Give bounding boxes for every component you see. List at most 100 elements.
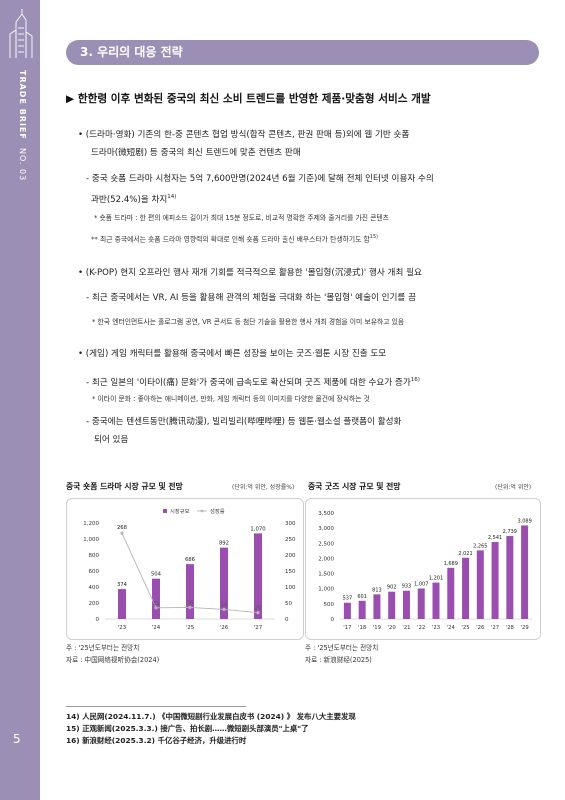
bar-value-label: 933 xyxy=(402,584,412,590)
page-number: 5 xyxy=(13,732,21,746)
x-tick-label: '24 xyxy=(447,625,456,631)
bar-value-label: 3,089 xyxy=(517,518,531,524)
bar-value-label: 686 xyxy=(185,557,196,563)
y-tick-label: 2,500 xyxy=(318,541,334,547)
y-left-tick-label: 1,200 xyxy=(83,521,99,527)
x-tick-label: '17 xyxy=(343,625,351,631)
p1-note2-wrap: ** 최근 중국에서는 숏폼 드라마 영향력의 확대로 인해 숏폼 드라마 출신… xyxy=(91,232,378,244)
y-tick-label: 0 xyxy=(331,617,335,623)
right-chart-source: 자료 : 新浪财经(2025) xyxy=(305,656,372,664)
x-tick-label: '26 xyxy=(476,625,485,631)
bar xyxy=(388,591,396,619)
bar xyxy=(462,557,470,619)
y-tick-label: 1,000 xyxy=(318,587,334,593)
x-tick-label: '19 xyxy=(373,625,381,631)
growth-point xyxy=(154,606,158,610)
left-chart-title: 중국 숏폼 드라마 시장 규모 및 전망 xyxy=(66,482,183,491)
p2-note1: * 한국 엔터인먼트사는 홀로그램 공연, VR 콘서트 등 첨단 기술을 활용… xyxy=(92,318,405,326)
p1-sub2: 과반(52.4%)을 차지 xyxy=(91,194,168,205)
bar xyxy=(447,567,455,619)
bar-value-label: 902 xyxy=(387,585,397,591)
bar xyxy=(476,550,484,619)
bar xyxy=(152,578,160,619)
bar-value-label: 1,007 xyxy=(414,582,428,588)
x-tick-label: '23 xyxy=(118,625,127,631)
sidebar: TRADE BRIEF NO. 03 5 xyxy=(0,0,40,800)
x-tick-label: '18 xyxy=(358,625,367,631)
bar-value-label: 1,689 xyxy=(444,561,458,567)
bar-value-label: 2,739 xyxy=(503,529,517,535)
growth-point xyxy=(222,607,226,611)
x-tick-label: '28 xyxy=(506,625,515,631)
x-tick-label: '27 xyxy=(254,625,263,631)
bar-value-label: 892 xyxy=(219,541,229,547)
headline: ▶ 한한령 이후 변화된 중국의 최신 소비 트렌드를 반영한 제품·맞춤형 서… xyxy=(66,93,431,105)
p3-line1: • (게임) 게임 캐릭터를 활용해 중국에서 빠른 성장을 보이는 굿즈·웹툰… xyxy=(78,349,387,359)
y-tick-label: 3,500 xyxy=(318,511,334,517)
growth-value-label: 20 xyxy=(255,606,262,612)
y-tick-label: 3,000 xyxy=(318,526,334,532)
bar-value-label: 2,021 xyxy=(458,551,472,557)
footnote-ref: 15) xyxy=(369,234,379,240)
bar-value-label: 2,265 xyxy=(473,543,487,549)
p1-sub2-wrap: 과반(52.4%)을 차지14) xyxy=(91,190,176,207)
y-right-tick-label: 200 xyxy=(285,553,296,559)
bar-value-label: 2,541 xyxy=(488,535,502,541)
x-tick-label: '27 xyxy=(491,625,499,631)
footnote-ref: 16) xyxy=(410,377,420,383)
legend-line-marker xyxy=(200,509,204,513)
footnote-divider xyxy=(66,706,246,707)
x-tick-label: '22 xyxy=(417,625,425,631)
p1-sub1: - 중국 숏폼 드라마 시청자는 5억 7,600만명(2024년 6월 기준)… xyxy=(86,174,434,184)
y-left-tick-label: 800 xyxy=(89,553,100,559)
brand-vertical-text: TRADE BRIEF NO. 03 xyxy=(13,70,27,181)
bar-value-label: 813 xyxy=(372,587,382,593)
brand-name: TRADE BRIEF xyxy=(18,70,27,140)
x-tick-label: '25 xyxy=(461,625,469,631)
bar xyxy=(373,594,381,619)
p2-line1: • (K-POP) 현지 오프라인 행사 재개 기회를 적극적으로 활용한 '몰… xyxy=(78,268,422,278)
x-tick-label: '24 xyxy=(152,625,161,631)
right-chart-box: 0 500 1,000 1,500 2,000 2,500 3,000 3,500 537 '17… xyxy=(305,498,541,640)
growth-value-label: 35 xyxy=(153,601,160,607)
bar xyxy=(358,600,366,619)
y-right-tick-label: 50 xyxy=(285,601,292,607)
y-right-tick-label: 250 xyxy=(285,537,296,543)
growth-value-label: 268 xyxy=(117,525,128,531)
growth-value-label: 36 xyxy=(187,600,194,606)
bar-value-label: 1,070 xyxy=(250,526,266,532)
y-tick-label: 500 xyxy=(324,602,335,608)
legend-bar-swatch xyxy=(163,509,167,513)
y-left-tick-label: 400 xyxy=(89,585,100,591)
y-right-tick-label: 100 xyxy=(285,585,296,591)
p3-sub1-wrap: - 최근 일본의 '이타이(痛) 문화'가 중국에 급속도로 확산되며 굿즈 제… xyxy=(86,373,420,390)
bar xyxy=(402,590,410,619)
bar xyxy=(343,602,351,619)
bar-value-label: 374 xyxy=(117,582,128,588)
footnote-16: 16) 新浪财经(2025.3.2) 千亿谷子经济，升级进行时 xyxy=(66,736,247,745)
p3-sub3: 되어 있음 xyxy=(94,435,129,445)
bar xyxy=(491,542,499,619)
footnote-14: 14) 人民网(2024.11.7.) 《中国微短剧行业发展白皮书 (2024)… xyxy=(66,712,356,721)
right-chart-note: 주 : '25년도부터는 전망치 xyxy=(305,644,379,652)
growth-point xyxy=(188,605,192,610)
left-chart-source: 자료 : 中国网络视听协会(2024) xyxy=(66,656,160,664)
p3-note1: * 이타이 문화 : 좋아하는 애니메이션, 만화, 게임 캐릭터 등의 이미지… xyxy=(92,395,370,403)
bar xyxy=(220,547,228,619)
p1-line1: • (드라마·영화) 기존의 한-중 콘텐츠 협업 방식(합작 콘텐츠, 판권 … xyxy=(78,130,410,140)
y-left-tick-label: 1,000 xyxy=(83,537,99,543)
p3-sub2: - 중국에는 텐센트동만(腾讯动漫), 빌리빌리(哔哩哔哩) 등 웹툰·웹소설 … xyxy=(86,417,402,427)
x-tick-label: '25 xyxy=(186,625,195,631)
x-tick-label: '20 xyxy=(388,625,397,631)
short-drama-chart: 0 200 400 600 800 1,000 1,200 0 50 100 150 200 250 30… xyxy=(83,507,296,631)
bar xyxy=(417,588,425,619)
y-left-tick-label: 200 xyxy=(89,601,100,607)
right-chart-unit: (단위:억 위안) xyxy=(495,484,532,491)
p1-line2: 드라마(微短剧) 등 중국의 최신 트렌드에 맞춘 컨텐츠 판매 xyxy=(91,148,301,158)
x-tick-label: '26 xyxy=(220,625,229,631)
left-chart-unit: (단위:억 위안, 성장률%) xyxy=(232,484,295,491)
y-right-tick-label: 300 xyxy=(285,521,296,527)
growth-point xyxy=(120,531,124,535)
p3-sub1: - 최근 일본의 '이타이(痛) 문화'가 중국에 급속도로 확산되며 굿즈 제… xyxy=(86,377,411,388)
y-right-tick-label: 150 xyxy=(285,569,296,575)
